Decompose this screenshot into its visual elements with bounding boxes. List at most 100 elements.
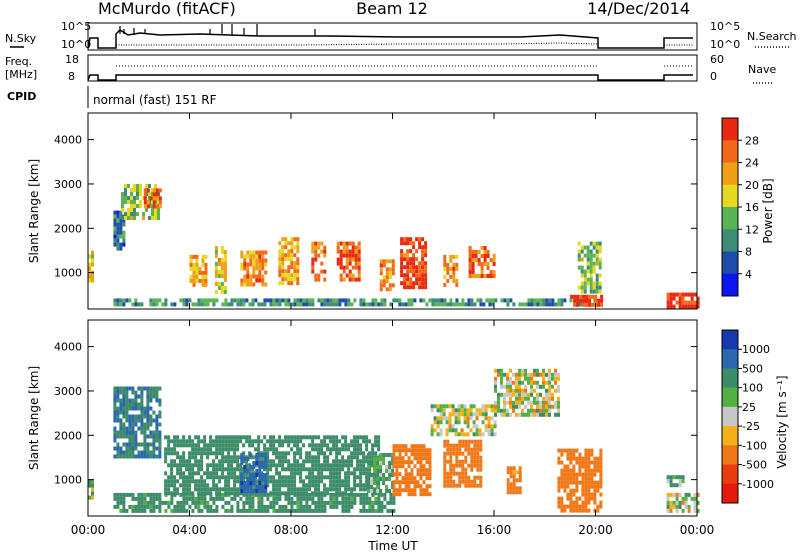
range-gate-cell (182, 439, 186, 444)
range-gate-cell (400, 257, 404, 262)
range-gate-cell (401, 302, 405, 307)
range-gate-cell (296, 491, 300, 496)
range-gate-cell (140, 500, 144, 505)
range-gate-cell (302, 483, 306, 488)
range-gate-cell (466, 412, 470, 417)
range-gate-cell (566, 504, 570, 509)
range-gate-cell (140, 390, 144, 395)
range-gate-cell (593, 496, 597, 501)
range-gate-cell (590, 452, 594, 457)
freq-trace (87, 74, 693, 81)
range-gate-cell (264, 461, 268, 465)
range-gate-cell (246, 270, 250, 275)
range-gate-cell (203, 451, 207, 456)
range-gate-cell (448, 428, 452, 433)
range-gate-cell (335, 451, 339, 456)
range-gate-cell (518, 384, 521, 389)
range-gate-cell (299, 479, 303, 484)
range-gate-cell (425, 452, 429, 457)
range-gate-cell (287, 435, 291, 440)
range-gate-cell (598, 249, 602, 254)
range-gate-cell (542, 372, 545, 377)
range-gate-cell (143, 438, 147, 443)
range-gate-cell (587, 492, 591, 497)
range-gate-cell (557, 460, 561, 465)
range-gate-cell (158, 414, 162, 419)
range-gate-cell (191, 471, 195, 476)
range-gate-cell (518, 396, 521, 401)
range-gate-cell (489, 258, 493, 262)
range-gate-cell (371, 455, 375, 460)
range-gate-cell (413, 476, 417, 481)
range-gate-cell (170, 500, 174, 505)
range-gate-cell (595, 281, 599, 286)
range-gate-cell (545, 302, 549, 307)
range-gate-cell (470, 451, 474, 456)
range-gate-cell (255, 278, 259, 283)
range-gate-cell (368, 455, 372, 460)
range-gate-cell (140, 422, 144, 427)
range-gate-cell (128, 414, 132, 419)
range-gate-cell (587, 464, 591, 469)
range-gate-cell (278, 253, 282, 258)
range-gate-cell (249, 274, 253, 279)
range-gate-cell (359, 487, 363, 492)
range-gate-cell (585, 294, 589, 299)
range-gate-cell (468, 258, 472, 262)
range-gate-cell (439, 412, 443, 417)
range-gate-cell (255, 473, 259, 477)
range-gate-cell (527, 298, 531, 303)
range-gate-cell (527, 372, 530, 377)
range-gate-cell (119, 500, 123, 505)
range-gate-cell (124, 212, 127, 216)
range-gate-cell (371, 302, 375, 307)
range-gate-cell (590, 484, 594, 489)
range-gate-cell (252, 461, 256, 465)
range-gate-cell (557, 388, 560, 393)
range-gate-cell (385, 489, 389, 493)
range-gate-cell (146, 386, 150, 391)
nsky-tick-high: 10^5 (61, 20, 91, 33)
range-gate-cell (598, 261, 602, 266)
range-gate-cell (376, 485, 380, 489)
range-gate-cell (341, 463, 345, 468)
range-gate-cell (539, 392, 542, 397)
range-gate-cell (404, 480, 408, 485)
range-gate-cell (342, 241, 346, 246)
range-gate-cell (243, 481, 247, 485)
range-gate-cell (236, 463, 240, 468)
range-gate-cell (128, 398, 132, 403)
range-gate-cell (239, 491, 243, 496)
range-gate-cell (167, 451, 171, 456)
range-gate-cell (281, 467, 285, 472)
colorbar-swatch (722, 184, 738, 208)
range-gate-cell (467, 463, 471, 468)
range-gate-cell (577, 253, 581, 258)
range-gate-cell (353, 439, 357, 444)
range-gate-cell (124, 184, 127, 188)
range-gate-cell (557, 504, 561, 509)
range-gate-cell (389, 492, 393, 497)
range-gate-cell (217, 286, 221, 290)
range-gate-cell (128, 386, 132, 391)
range-gate-cell (588, 302, 592, 307)
range-gate-cell (290, 475, 294, 480)
range-gate-cell (320, 479, 324, 484)
range-gate-cell (158, 496, 162, 501)
beam-title: Beam 12 (356, 0, 428, 18)
range-gate-cell (146, 426, 150, 431)
range-gate-cell (475, 424, 479, 429)
range-gate-cell (675, 508, 679, 513)
range-gate-cell (452, 447, 456, 452)
range-gate-cell (179, 475, 183, 480)
range-gate-cell (146, 454, 150, 459)
range-gate-cell (401, 488, 405, 493)
range-gate-cell (576, 302, 580, 307)
range-gate-cell (345, 249, 349, 254)
range-gate-cell (116, 406, 120, 411)
range-gate-cell (314, 277, 318, 282)
range-gate-cell (116, 446, 120, 451)
range-gate-cell (566, 492, 570, 497)
range-gate-cell (400, 273, 404, 278)
range-gate-cell (684, 300, 688, 305)
